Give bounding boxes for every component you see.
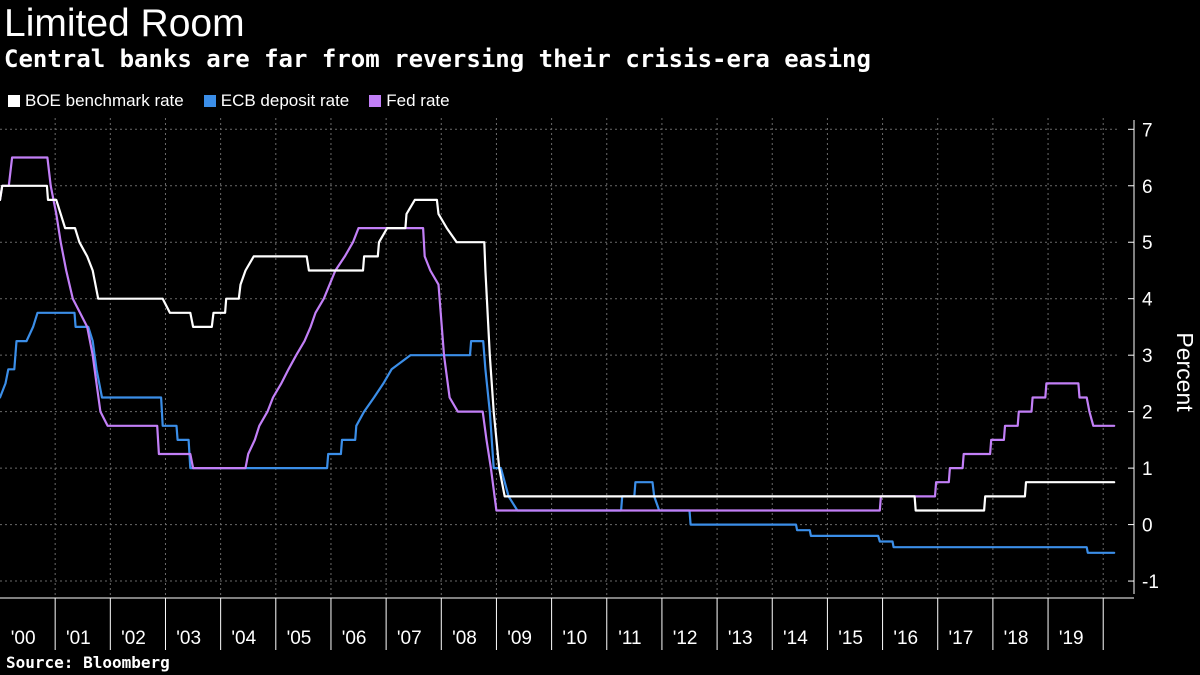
x-tick-label: '02 — [121, 628, 146, 649]
y-tick-label: 6 — [1142, 177, 1153, 198]
y-tick-label: 1 — [1142, 459, 1153, 480]
x-tick-label: '01 — [66, 628, 91, 649]
legend-swatch-boe — [8, 95, 20, 107]
y-tick-label: 5 — [1142, 233, 1153, 254]
x-tick-label: '09 — [507, 628, 532, 649]
x-tick-label: '19 — [1059, 628, 1084, 649]
chart-title: Limited Room — [4, 2, 245, 45]
legend: BOE benchmark rate ECB deposit rate Fed … — [8, 90, 470, 112]
x-tick-label: '11 — [618, 628, 641, 649]
x-tick-label: '10 — [562, 628, 587, 649]
legend-item-boe: BOE benchmark rate — [8, 91, 184, 111]
x-tick-label: '06 — [342, 628, 367, 649]
y-axis-title: Percent — [1172, 332, 1198, 412]
y-tick-label: 2 — [1142, 403, 1153, 424]
x-tick-label: '07 — [397, 628, 422, 649]
x-tick-label: '00 — [11, 628, 36, 649]
series-line-fed — [0, 156, 1116, 512]
x-tick-label: '03 — [176, 628, 201, 649]
x-tick-label: '16 — [893, 628, 918, 649]
y-tick-label: 4 — [1142, 290, 1153, 311]
x-tick-label: '15 — [838, 628, 863, 649]
legend-item-ecb: ECB deposit rate — [203, 91, 350, 111]
legend-swatch-fed — [369, 95, 382, 107]
series-line-boe — [0, 184, 1116, 512]
y-tick-label: 3 — [1142, 346, 1153, 367]
legend-label-fed: Fed rate — [386, 91, 450, 110]
legend-label-ecb: ECB deposit rate — [220, 91, 350, 110]
x-tick-label: '18 — [1004, 628, 1029, 649]
legend-label-boe: BOE benchmark rate — [25, 91, 184, 110]
x-tick-label: '13 — [728, 628, 753, 649]
source-note: Source: Bloomberg — [6, 653, 170, 672]
series-line-ecb — [0, 311, 1116, 554]
x-tick-label: '14 — [783, 628, 808, 649]
x-tick-label: '12 — [673, 628, 698, 649]
legend-item-fed: Fed rate — [369, 91, 450, 111]
x-tick-label: '05 — [287, 628, 312, 649]
legend-swatch-ecb — [203, 95, 216, 107]
x-tick-label: '04 — [231, 628, 256, 649]
chart-subtitle: Central banks are far from reversing the… — [4, 45, 871, 73]
y-tick-label: -1 — [1142, 572, 1159, 593]
y-tick-label: 7 — [1142, 120, 1153, 141]
y-tick-label: 0 — [1142, 516, 1153, 537]
gridlines — [0, 118, 1117, 598]
x-tick-label: '08 — [452, 628, 477, 649]
x-tick-label: '17 — [949, 628, 974, 649]
